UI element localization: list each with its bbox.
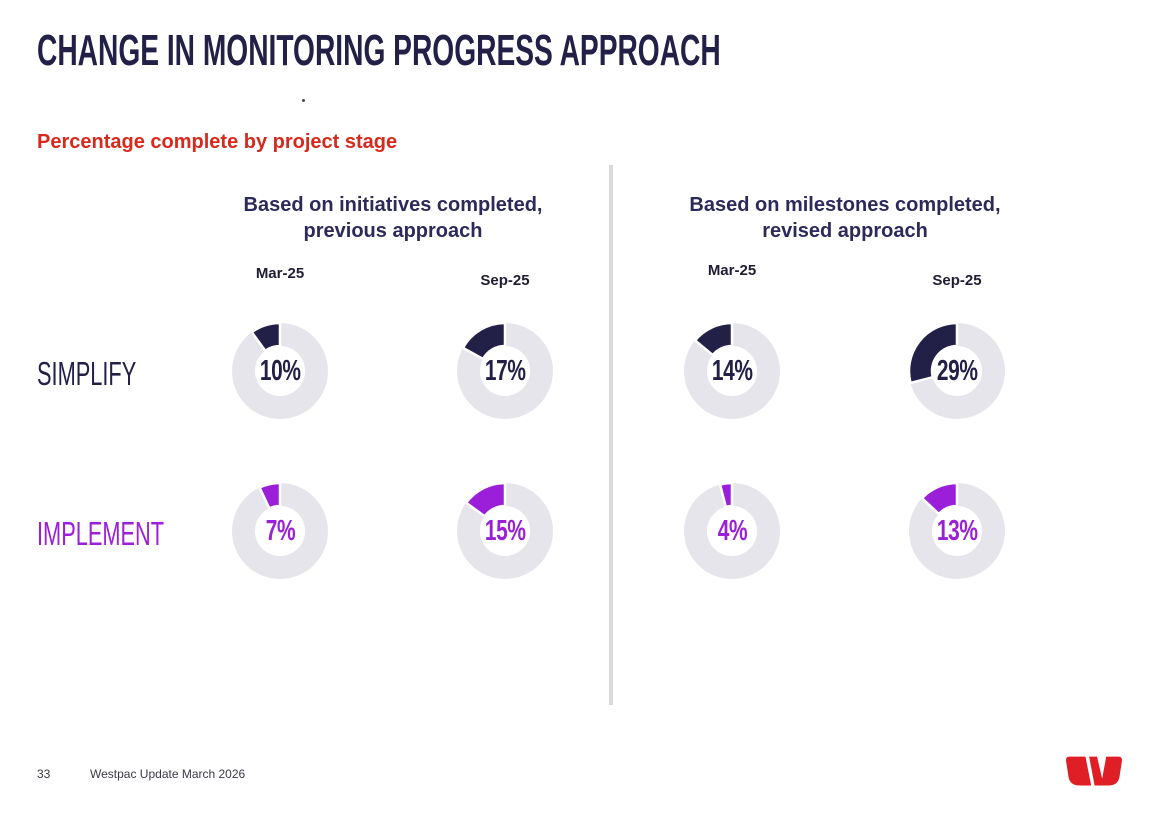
donut-chart-simplify-g1-mar-25: 14% xyxy=(674,313,790,429)
group-header-initiatives: Based on initiatives completed, previous… xyxy=(173,192,613,244)
donut-chart-implement-g0-sep-25: 15% xyxy=(447,473,563,589)
donut-percent-label: 17% xyxy=(484,354,526,387)
footer-doc-title: Westpac Update March 2026 xyxy=(90,767,246,781)
donut-percent-label: 4% xyxy=(717,514,747,547)
row-label-simplify: SIMPLIFY xyxy=(37,355,137,392)
donut-ring xyxy=(457,481,553,579)
column-label-milestones-sep25: Sep-25 xyxy=(932,272,982,289)
group-header-line1: Based on milestones completed, xyxy=(689,194,1001,216)
donut-ring xyxy=(684,481,780,579)
group-header-line1: Based on initiatives completed, xyxy=(243,194,543,216)
donut-percent-label: 14% xyxy=(711,354,753,387)
donut-ring xyxy=(232,321,328,419)
group-header-line2: revised approach xyxy=(762,220,928,242)
donut-percent-label: 15% xyxy=(484,514,526,547)
donut-percent-label: 7% xyxy=(265,514,295,547)
donut-percent-label: 29% xyxy=(936,354,978,387)
group-header-milestones: Based on milestones completed, revised a… xyxy=(625,192,1065,244)
stray-dot xyxy=(302,99,305,102)
donut-chart-implement-g1-mar-25: 4% xyxy=(674,473,790,589)
column-label-initiatives-mar25: Mar-25 xyxy=(255,265,305,282)
donut-chart-simplify-g0-sep-25: 17% xyxy=(447,313,563,429)
donut-ring xyxy=(907,321,1005,419)
donut-percent-label: 10% xyxy=(259,354,301,387)
westpac-logo xyxy=(1066,756,1122,786)
donut-chart-simplify-g1-sep-25: 29% xyxy=(899,313,1015,429)
donut-chart-implement-g0-mar-25: 7% xyxy=(222,473,338,589)
row-label-implement: IMPLEMENT xyxy=(37,515,165,552)
slide-title: CHANGE IN MONITORING PROGRESS APPROACH xyxy=(37,26,721,75)
donut-chart-simplify-g0-mar-25: 10% xyxy=(222,313,338,429)
slide-subtitle: Percentage complete by project stage xyxy=(37,131,398,153)
column-label-initiatives-sep25: Sep-25 xyxy=(480,272,530,289)
donut-percent-label: 13% xyxy=(936,514,978,547)
donut-chart-implement-g1-sep-25: 13% xyxy=(899,473,1015,589)
page-number: 33 xyxy=(37,767,51,781)
column-label-milestones-mar25: Mar-25 xyxy=(707,262,757,279)
group-header-line2: previous approach xyxy=(303,220,483,242)
donut-ring xyxy=(457,321,553,419)
donut-ring xyxy=(684,321,780,419)
donut-ring xyxy=(909,481,1005,579)
vertical-divider xyxy=(609,165,613,705)
donut-ring xyxy=(232,481,328,579)
